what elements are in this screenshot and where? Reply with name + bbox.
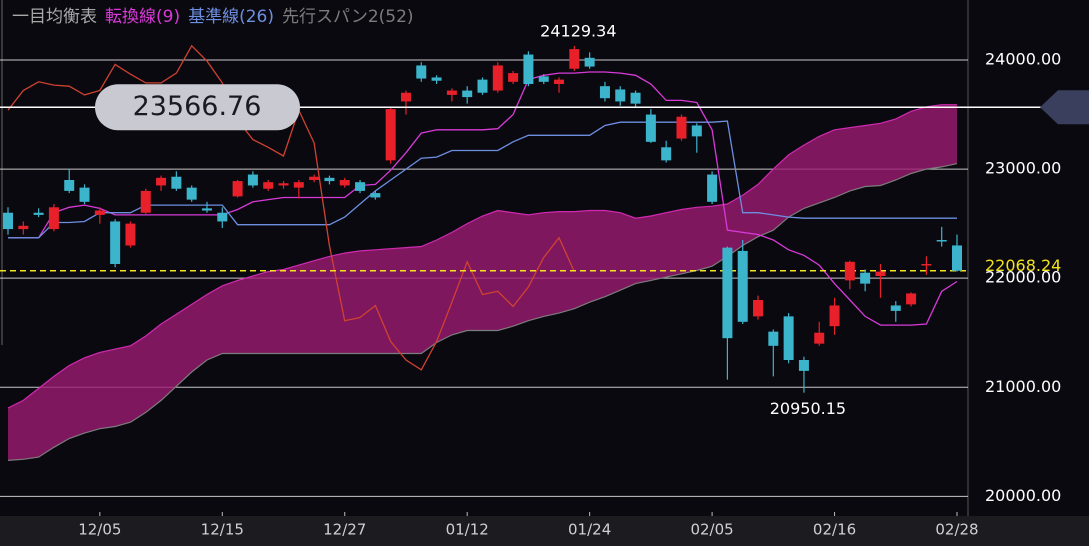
legend: 一目均衡表 転換線(9) 基準線(26) 先行スパン2(52) [12, 7, 414, 27]
x-tick-label: 01/24 [568, 521, 611, 539]
candle-body [370, 193, 381, 198]
candle-body [630, 92, 641, 104]
candle-body [462, 90, 473, 98]
x-tick-label: 02/16 [813, 521, 856, 539]
candle-body [171, 176, 182, 189]
candle-body [355, 182, 366, 191]
legend-entry: 基準線(26) [188, 7, 274, 27]
candle-body [385, 109, 396, 161]
candle-body [400, 92, 411, 102]
candle-body [217, 212, 228, 222]
candle-body [79, 187, 90, 202]
x-tick-label: 12/15 [201, 521, 244, 539]
candle-body [875, 271, 886, 276]
candle-body [324, 177, 335, 182]
candle-body [860, 272, 871, 284]
candle-body [645, 114, 656, 142]
span-b-line [7, 163, 958, 461]
candle-body [416, 65, 427, 79]
indicator-line [8, 120, 957, 239]
crosshair-label: 23566.76 [133, 91, 262, 122]
x-tick-label: 01/12 [446, 521, 489, 539]
x-tick-label: 12/05 [78, 521, 121, 539]
candle-body [707, 174, 718, 202]
cloud [8, 104, 957, 461]
candle-body [3, 212, 13, 230]
candle-body [339, 180, 350, 186]
candle-body [829, 305, 840, 327]
candle-body [110, 221, 121, 264]
candle-body [140, 190, 151, 213]
candle-body [247, 174, 258, 186]
indicator-line [7, 44, 575, 371]
crosshair-bubble [95, 84, 300, 131]
candle-body [814, 332, 825, 344]
last-price-label: 22068.24 [985, 256, 1061, 275]
x-tick-label: 12/27 [323, 521, 366, 539]
y-tick-label: 24000.00 [985, 50, 1061, 69]
candle-body [201, 208, 212, 211]
candle-body [599, 86, 610, 99]
candle-body [477, 79, 488, 93]
candle-body [661, 147, 672, 161]
candle-body [676, 116, 687, 139]
y-tick-label: 22000.00 [985, 268, 1061, 287]
candle-body [18, 225, 29, 230]
crosshair-marker [1040, 90, 1089, 125]
candle-body [538, 76, 549, 82]
candle-body [798, 360, 809, 371]
candle-body [278, 183, 289, 186]
candle-body [156, 177, 167, 186]
candle-body [921, 264, 932, 266]
candle-body [890, 305, 901, 311]
candle-body [691, 125, 702, 137]
candle-body [952, 245, 962, 271]
candle-body [569, 49, 580, 69]
candle-body [48, 207, 59, 230]
candle-body [844, 261, 855, 281]
candle-body [584, 57, 595, 67]
candle-body [768, 331, 779, 346]
legend-title: 一目均衡表 [12, 7, 97, 27]
candle-body [263, 182, 274, 189]
candle-body [446, 90, 457, 95]
candle-body [722, 247, 733, 339]
y-tick-label: 23000.00 [985, 159, 1061, 178]
candle-body [431, 77, 442, 81]
y-tick-label: 20000.00 [985, 486, 1061, 505]
candle-body [753, 300, 764, 317]
x-axis-panel [0, 516, 1089, 546]
candle-body [33, 212, 44, 215]
candle-body [125, 223, 136, 246]
low-label: 20950.15 [770, 399, 846, 418]
candle-body [186, 187, 197, 200]
y-tick-label: 21000.00 [985, 377, 1061, 396]
legend-entry: 転換線(9) [105, 7, 180, 27]
indicator-line [8, 71, 958, 326]
candle-body [783, 316, 794, 360]
candle-body [309, 176, 320, 180]
candle-body [508, 73, 519, 82]
candle-body [554, 79, 565, 84]
x-tick-label: 02/05 [690, 521, 733, 539]
span-a-line [7, 104, 957, 409]
candle-body [936, 240, 947, 242]
candle-body [906, 293, 917, 305]
candle-body [615, 89, 626, 102]
high-label: 24129.34 [540, 21, 616, 40]
candle-body [232, 181, 243, 197]
candle-body [293, 182, 304, 188]
candle-body [64, 180, 75, 191]
candle-body [94, 210, 105, 215]
x-tick-label: 02/28 [935, 521, 978, 539]
candle-body [492, 65, 503, 91]
candle-body [523, 54, 534, 84]
legend-entry: 先行スパン2(52) [282, 7, 414, 27]
candle-body [737, 250, 748, 322]
